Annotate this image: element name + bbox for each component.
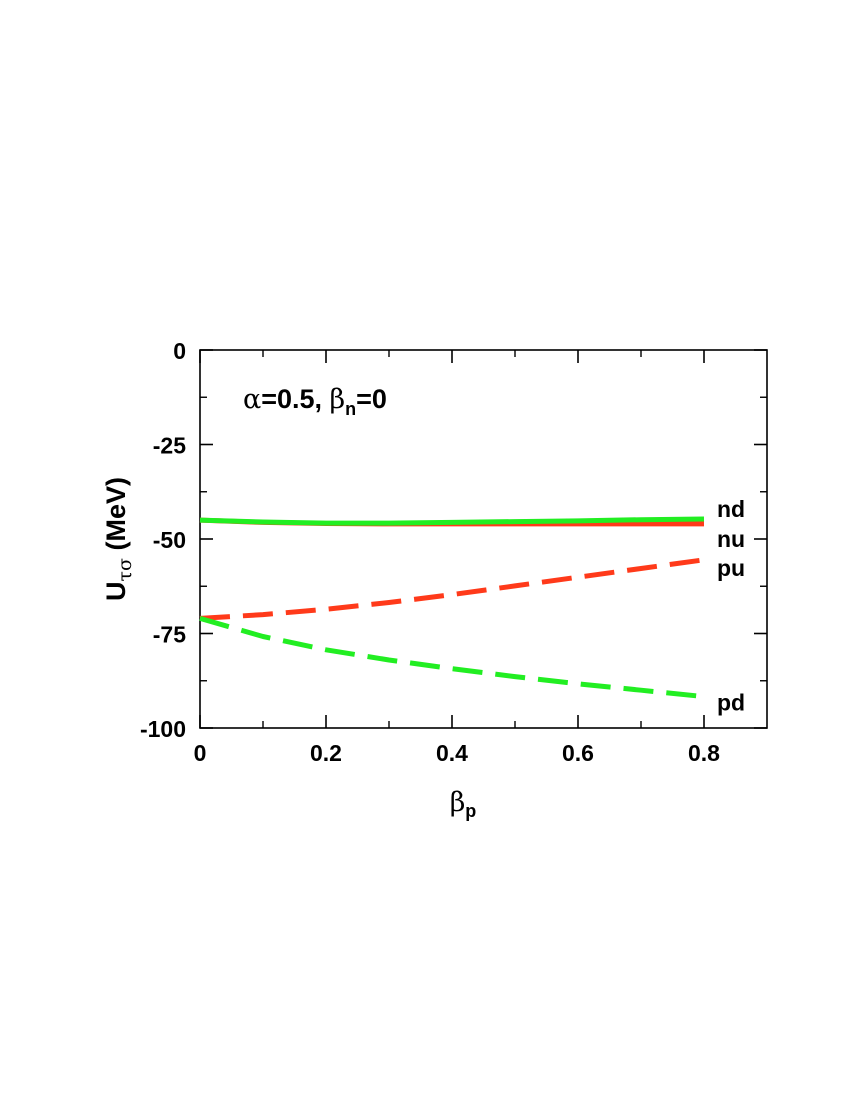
series-line-pd	[199, 615, 705, 700]
beta-n-value: =0	[356, 384, 387, 414]
x-tick-label: 0.4	[436, 740, 468, 766]
y-tick-label: -75	[153, 622, 186, 648]
beta-n-subscript: n	[345, 399, 356, 419]
x-axis-title-main: β	[450, 787, 466, 818]
y-axis-title-subscript: τσ	[114, 558, 136, 582]
series-label-nd: nd	[717, 496, 745, 522]
series-label-pu: pu	[717, 555, 745, 581]
beta-n-symbol: β	[330, 384, 346, 415]
y-tick-label: -100	[140, 716, 186, 742]
y-tick-label: 0	[173, 338, 186, 364]
x-tick-label: 0.2	[310, 740, 342, 766]
y-axis-title-main: U	[101, 581, 131, 601]
y-axis-title: Uτσ (MeV)	[101, 477, 136, 601]
series-label-pd: pd	[717, 690, 745, 716]
alpha-symbol: α	[243, 384, 261, 415]
x-tick-label: 0	[194, 740, 207, 766]
axis-ticks: 0 0.2 0.4 0.6 0.8 0 -25 -50 -75 -100	[140, 338, 767, 766]
series-line-nd	[199, 516, 705, 526]
series-lines: nu nd pu pd	[199, 496, 745, 716]
x-axis-title-subscript: p	[465, 801, 476, 821]
x-tick-label: 0.6	[562, 740, 594, 766]
x-axis-title: βp	[450, 787, 477, 821]
x-tick-label: 0.8	[688, 740, 720, 766]
annotation-text: α=0.5, βn=0	[243, 384, 387, 419]
y-tick-label: -50	[153, 527, 186, 553]
alpha-value: =0.5,	[261, 384, 329, 414]
series-label-nu: nu	[717, 526, 745, 552]
series-line-pu	[199, 557, 705, 621]
y-axis-title-unit: (MeV)	[101, 477, 131, 558]
y-tick-label: -25	[153, 433, 186, 459]
